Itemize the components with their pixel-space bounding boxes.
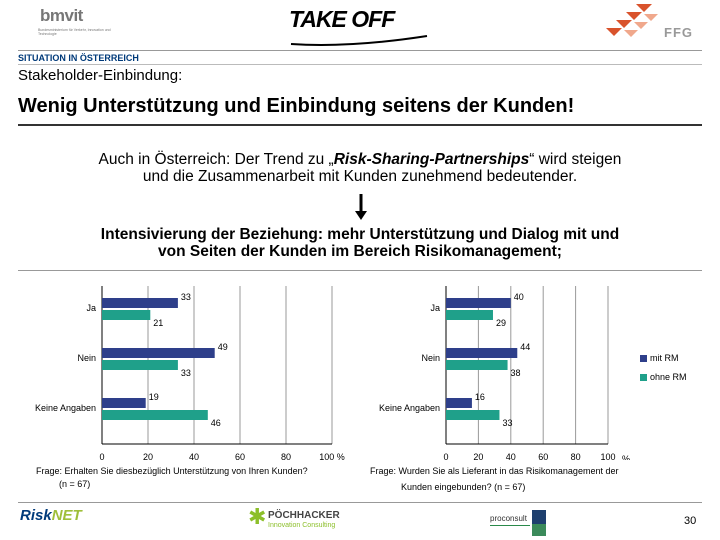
legend-swatch-ohne-rm <box>640 374 647 382</box>
data-label: 46 <box>211 418 221 428</box>
category-label: Nein <box>77 353 96 363</box>
data-label: 44 <box>520 342 530 352</box>
category-label: Ja <box>86 303 96 313</box>
bar-ohne-rm <box>102 310 151 320</box>
data-label: 33 <box>181 292 191 302</box>
category-label: Keine Angaben <box>35 403 96 413</box>
x-tick-label: 60 <box>538 452 548 460</box>
square-icon <box>532 510 546 524</box>
proconsult-logo: proconsult <box>490 510 560 536</box>
intensification-line-1: Intensivierung der Beziehung: mehr Unter… <box>100 226 620 243</box>
bmvit-logo-subtext: Bundesministerium für Verkehr, Innovatio… <box>38 28 111 36</box>
square-icon <box>532 524 546 536</box>
category-label: Keine Angaben <box>379 403 440 413</box>
section-divider <box>18 64 702 65</box>
data-label: 16 <box>475 392 485 402</box>
bar-mit-rm <box>102 348 215 358</box>
bmvit-logo-text: bmvit <box>40 6 83 25</box>
chart-rm-integration: 0 20 40 60 80 100 % Ja 40 29 Nein 44 38 Keine Angaben… <box>379 286 630 460</box>
ffg-arrows-icon <box>606 4 658 37</box>
bmvit-logo: bmvit Bundesministerium für Verkehr, Inn… <box>18 6 128 46</box>
take-off-logo-text: TAKE OFF <box>289 6 395 32</box>
x-tick-label: 20 <box>473 452 483 460</box>
bar-mit-rm <box>102 298 178 308</box>
slide-title: Wenig Unterstützung und Einbindung seite… <box>18 95 575 117</box>
x-tick-label: 80 <box>571 452 581 460</box>
data-label: 33 <box>181 368 191 378</box>
data-label: 38 <box>511 368 521 378</box>
intro-line-1: Auch in Österreich: Der Trend zu „Risk-S… <box>98 151 622 168</box>
ffg-logo-text: FFG <box>664 25 693 40</box>
ffg-logo: FFG <box>600 2 710 42</box>
x-tick-label: 60 <box>235 452 245 460</box>
section-label: SITUATION IN ÖSTERREICH <box>18 53 139 63</box>
question-left-sample: (n = 67) <box>59 479 91 489</box>
title-divider <box>18 124 702 126</box>
footer-divider <box>18 502 702 503</box>
x-tick-label: 40 <box>189 452 199 460</box>
data-label: 21 <box>153 318 163 328</box>
bar-ohne-rm <box>102 410 208 420</box>
category-label: Ja <box>430 303 440 313</box>
question-right-text: Frage: Wurden Sie als Lieferant in das R… <box>370 466 619 476</box>
slide-subtitle: Stakeholder-Einbindung: <box>18 67 183 84</box>
risknet-logo: RiskNET <box>20 507 82 524</box>
x-tick-label: 0 <box>443 452 448 460</box>
data-label: 33 <box>502 418 512 428</box>
intensification-line-2: von Seiten der Kunden im Bereich Risikom… <box>158 243 562 260</box>
x-tick-label: 40 <box>506 452 516 460</box>
content-divider <box>18 270 702 271</box>
x-tick-label: 100 <box>600 452 615 460</box>
x-tick-label: 80 <box>281 452 291 460</box>
legend-item-mit-rm: mit RM <box>640 353 679 363</box>
take-off-swoosh-icon <box>290 35 428 46</box>
take-off-logo: TAKE OFF <box>285 6 435 46</box>
bar-ohne-rm <box>102 360 178 370</box>
asterisk-icon: ✱ <box>248 504 267 529</box>
bar-ohne-rm <box>446 410 500 420</box>
header-divider <box>18 50 702 51</box>
bar-mit-rm <box>446 348 518 358</box>
category-label: Nein <box>421 353 440 363</box>
bar-ohne-rm <box>446 310 493 320</box>
legend-swatch-mit-rm <box>640 355 647 363</box>
data-label: 40 <box>514 292 524 302</box>
down-arrow-icon <box>355 194 367 220</box>
question-right-sample: Kunden eingebunden? (n = 67) <box>401 482 526 492</box>
bar-mit-rm <box>446 298 511 308</box>
chart-customer-support: 0 20 40 60 80 100 % Ja 33 21 Nein 49 33 Keine Angabe… <box>35 286 345 460</box>
x-tick-label: 0 <box>99 452 104 460</box>
legend-item-ohne-rm: ohne RM <box>640 372 687 382</box>
x-unit-label: % <box>622 454 630 460</box>
x-tick-label: 20 <box>143 452 153 460</box>
bar-ohne-rm <box>446 360 508 370</box>
intro-line-2: und die Zusammenarbeit mit Kunden zunehm… <box>142 168 578 185</box>
x-tick-label: 100 % <box>319 452 345 460</box>
bar-mit-rm <box>102 398 146 408</box>
page-number: 30 <box>684 515 697 527</box>
data-label: 49 <box>218 342 228 352</box>
question-left-text: Frage: Erhalten Sie diesbezüglich Unters… <box>36 466 308 476</box>
data-label: 19 <box>149 392 159 402</box>
bar-mit-rm <box>446 398 472 408</box>
data-label: 29 <box>496 318 506 328</box>
